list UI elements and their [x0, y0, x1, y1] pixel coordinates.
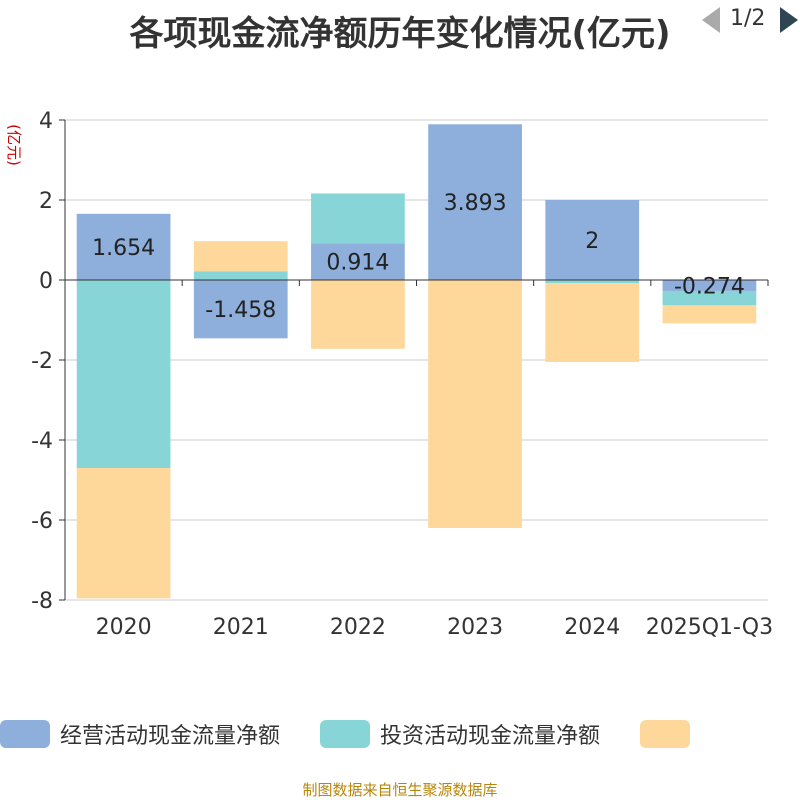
- data-label: 0.914: [326, 251, 389, 276]
- legend-label: 投资活动现金流量净额: [380, 724, 601, 749]
- x-tick-label: 2023: [447, 615, 503, 640]
- bar-series1-2024: [545, 200, 640, 280]
- chart-title: 各项现金流净额历年变化情况(亿元): [129, 14, 671, 54]
- legend-swatch: [320, 720, 370, 748]
- y-tick-label: 0: [39, 269, 53, 294]
- bar-series2-2022: [311, 193, 405, 244]
- y-tick-label: -8: [31, 589, 53, 614]
- bar-series3-2021: [193, 241, 288, 272]
- bar-series3-2023: [428, 280, 522, 528]
- legend-swatch: [640, 720, 690, 748]
- y-tick-label: -2: [31, 349, 53, 374]
- data-label: 1.654: [92, 236, 155, 261]
- data-label: -1.458: [205, 298, 276, 323]
- legend-label: 经营活动现金流量净额: [60, 724, 281, 749]
- legend-next-page-icon[interactable]: [780, 7, 798, 33]
- bar-series3-2025Q1-Q3: [662, 305, 757, 324]
- x-tick-label: 2024: [564, 615, 620, 640]
- x-tick-label: 2021: [213, 615, 269, 640]
- bar-series1-2021: [193, 280, 288, 339]
- legend-item-1[interactable]: 经营活动现金流量净额: [0, 714, 280, 754]
- legend: 经营活动现金流量净额 投资活动现金流量净额: [0, 714, 800, 754]
- data-label: 2: [585, 229, 599, 254]
- y-axis-title: (亿元): [5, 124, 23, 166]
- legend-item-2[interactable]: 投资活动现金流量净额: [320, 714, 600, 754]
- bar-series1-2022: [311, 243, 405, 280]
- legend-prev-page-icon[interactable]: [702, 7, 720, 33]
- bar-series3-2022: [311, 280, 405, 349]
- data-label: -0.274: [674, 274, 745, 299]
- bar-series3-2020: [76, 468, 171, 599]
- legend-item-3[interactable]: [640, 714, 690, 754]
- bar-series2-2025Q1-Q3: [662, 290, 757, 306]
- data-label: 3.893: [444, 191, 507, 216]
- bar-series1-2023: [428, 124, 522, 280]
- legend-page-indicator: 1/2: [730, 6, 766, 31]
- x-tick-label: 2025Q1-Q3: [646, 615, 773, 640]
- bar-series3-2024: [545, 283, 640, 362]
- x-tick-label: 2020: [96, 615, 152, 640]
- bar-series1-2020: [76, 213, 171, 280]
- y-tick-label: 2: [39, 189, 53, 214]
- y-tick-label: -4: [31, 429, 53, 454]
- legend-swatch: [0, 720, 50, 748]
- source-footer: 制图数据来自恒生聚源数据库: [302, 781, 498, 799]
- x-tick-label: 2022: [330, 615, 386, 640]
- y-tick-label: 4: [39, 109, 53, 134]
- bar-series2-2021: [193, 271, 288, 280]
- bar-series2-2024: [545, 280, 640, 284]
- bar-series2-2020: [76, 280, 171, 468]
- chart-area: 4 2 0 -2 -4 -6 -8 (亿元) 2020 2021 2022 2023 2024 2025…: [5, 109, 773, 640]
- y-tick-label: -6: [31, 509, 53, 534]
- bar-series1-2025Q1-Q3: [662, 280, 757, 291]
